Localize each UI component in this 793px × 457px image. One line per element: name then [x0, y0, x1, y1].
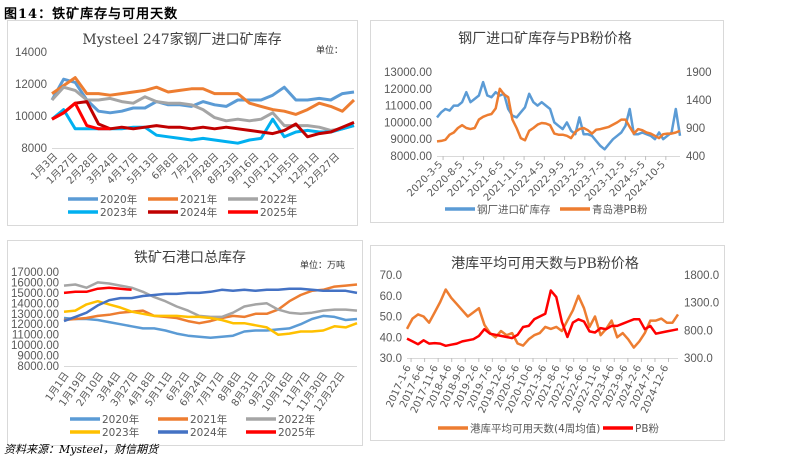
chart-title: 钢厂进口矿库存与PB粉价格 [458, 31, 632, 47]
y-tick-label: 9000.00 [17, 351, 59, 363]
y-tick-label: 8000 [21, 143, 47, 155]
y-tick-label: 30.0 [380, 353, 402, 365]
legend-item: 2021年 [158, 413, 227, 426]
y-tick-label: 9000.00 [390, 134, 432, 146]
y-tick-label: 8000.00 [390, 151, 432, 163]
series-line-5 [63, 287, 358, 323]
legend-label: 青岛港PB粉 [592, 203, 648, 216]
series-line-6 [63, 286, 132, 295]
legend-label: 港库平均可用天数(4周均值) [470, 422, 600, 435]
legend-item: 2024年 [158, 426, 227, 439]
y-tick-label: 14000.00 [11, 298, 59, 310]
legend-item: 2025年 [228, 206, 297, 219]
y-tick-label: 13000.00 [11, 309, 59, 321]
chart-frame [370, 20, 724, 223]
legend-label: 2023年 [100, 206, 137, 219]
y-tick-label: 10000 [15, 111, 47, 123]
y-tick-label: 40.0 [380, 332, 402, 344]
y-tick-label: 12000.00 [11, 319, 59, 331]
legend-item: 2022年 [228, 193, 297, 206]
y2-tick-label: 300.0 [684, 353, 713, 365]
legend-label: 2021年 [180, 193, 217, 206]
y-tick-label: 10000.00 [384, 117, 432, 129]
legend-label: 2025年 [260, 206, 297, 219]
legend-item: 2020年 [68, 193, 137, 206]
legend-item: 2021年 [148, 193, 217, 206]
legend-label: 2025年 [278, 426, 315, 439]
chart-frame [7, 240, 363, 446]
legend-label: 钢厂进口矿库存 [477, 203, 551, 216]
legend-item: 2023年 [70, 426, 139, 439]
legend-item: 港库平均可用天数(4周均值) [438, 422, 600, 435]
chart-frame [7, 20, 358, 226]
legend-label: 2022年 [278, 413, 315, 426]
legend-label: 2020年 [100, 193, 137, 206]
y-tick-label: 11000.00 [12, 330, 59, 342]
legend-item: 钢厂进口矿库存 [445, 203, 551, 216]
series-line-4 [63, 299, 358, 336]
y-tick-label: 15000.00 [11, 288, 59, 300]
y-tick-label: 60.0 [380, 291, 402, 303]
legend-item: 2020年 [70, 413, 139, 426]
y-tick-label: 8000.00 [17, 361, 59, 373]
legend-item: 2024年 [148, 206, 217, 219]
y2-tick-label: 1800.0 [684, 270, 719, 282]
chart-title: 铁矿石港口总库存 [134, 250, 246, 266]
y-tick-label: 14000 [15, 47, 47, 59]
legend-item: 2022年 [246, 413, 315, 426]
legend-item: 2023年 [68, 206, 137, 219]
y-tick-label: 70.0 [380, 270, 402, 282]
y-tick-label: 50.0 [380, 312, 402, 324]
series-line-1 [405, 288, 680, 349]
y-tick-label: 13000.00 [384, 67, 432, 79]
chart-title: Mysteel 247家钢厂进口矿库存 [82, 31, 281, 48]
y2-tick-label: 1400 [686, 95, 712, 107]
unit-label: 单位： [316, 44, 343, 56]
legend-label: 2024年 [190, 426, 227, 439]
y2-tick-label: 1300.0 [684, 298, 719, 310]
legend-label: 2022年 [260, 193, 297, 206]
y-tick-label: 12000 [15, 79, 47, 91]
unit-label: 单位：万吨 [300, 259, 345, 271]
legend-label: 2023年 [102, 426, 139, 439]
legend-label: PB粉 [635, 422, 660, 435]
chart-3: 铁矿石港口总库存单位：万吨 8000.009000.0010000.0011000… [7, 240, 363, 446]
series-line-1 [50, 77, 355, 115]
y2-tick-label: 400 [686, 151, 705, 163]
series-line-1 [63, 314, 358, 340]
chart-title: 港库平均可用天数与PB粉价格 [451, 256, 639, 272]
chart-2: 钢厂进口矿库存与PB粉价格 8000.00 9000.00 10000.00 11000… [370, 20, 724, 223]
y2-tick-label: 800.0 [684, 325, 713, 337]
series-line-5 [51, 100, 355, 139]
y-tick-label: 11000.00 [385, 101, 432, 113]
source-note: 资料来源：Mysteel，财信期货 [4, 443, 159, 456]
y2-tick-label: 1900 [686, 67, 712, 79]
series-line-2 [406, 289, 679, 348]
y-tick-label: 17000.00 [11, 267, 59, 279]
legend-item: 2025年 [246, 426, 315, 439]
y-tick-label: 10000.00 [11, 340, 59, 352]
y-tick-label: 16000.00 [11, 277, 59, 289]
figure-title: 图14：铁矿库存与可用天数 [4, 7, 179, 22]
legend-label: 2020年 [102, 413, 139, 426]
series-line-2 [51, 76, 356, 116]
legend-item: 青岛港PB粉 [560, 203, 648, 216]
legend-label: 2024年 [180, 206, 217, 219]
series-line-1 [436, 80, 682, 151]
legend-item: PB粉 [603, 422, 660, 435]
series-line-2 [63, 283, 358, 325]
chart-frame [370, 245, 725, 441]
series-line-2 [436, 87, 681, 143]
series-line-6 [51, 101, 111, 131]
chart-4: 港库平均可用天数与PB粉价格 30.0 40.0 50.0 60.0 70.0 300.0 8… [370, 245, 725, 441]
legend-label: 2021年 [190, 413, 227, 426]
y-tick-label: 12000.00 [384, 84, 432, 96]
series-line-3 [50, 85, 355, 132]
y2-tick-label: 900 [686, 123, 705, 135]
